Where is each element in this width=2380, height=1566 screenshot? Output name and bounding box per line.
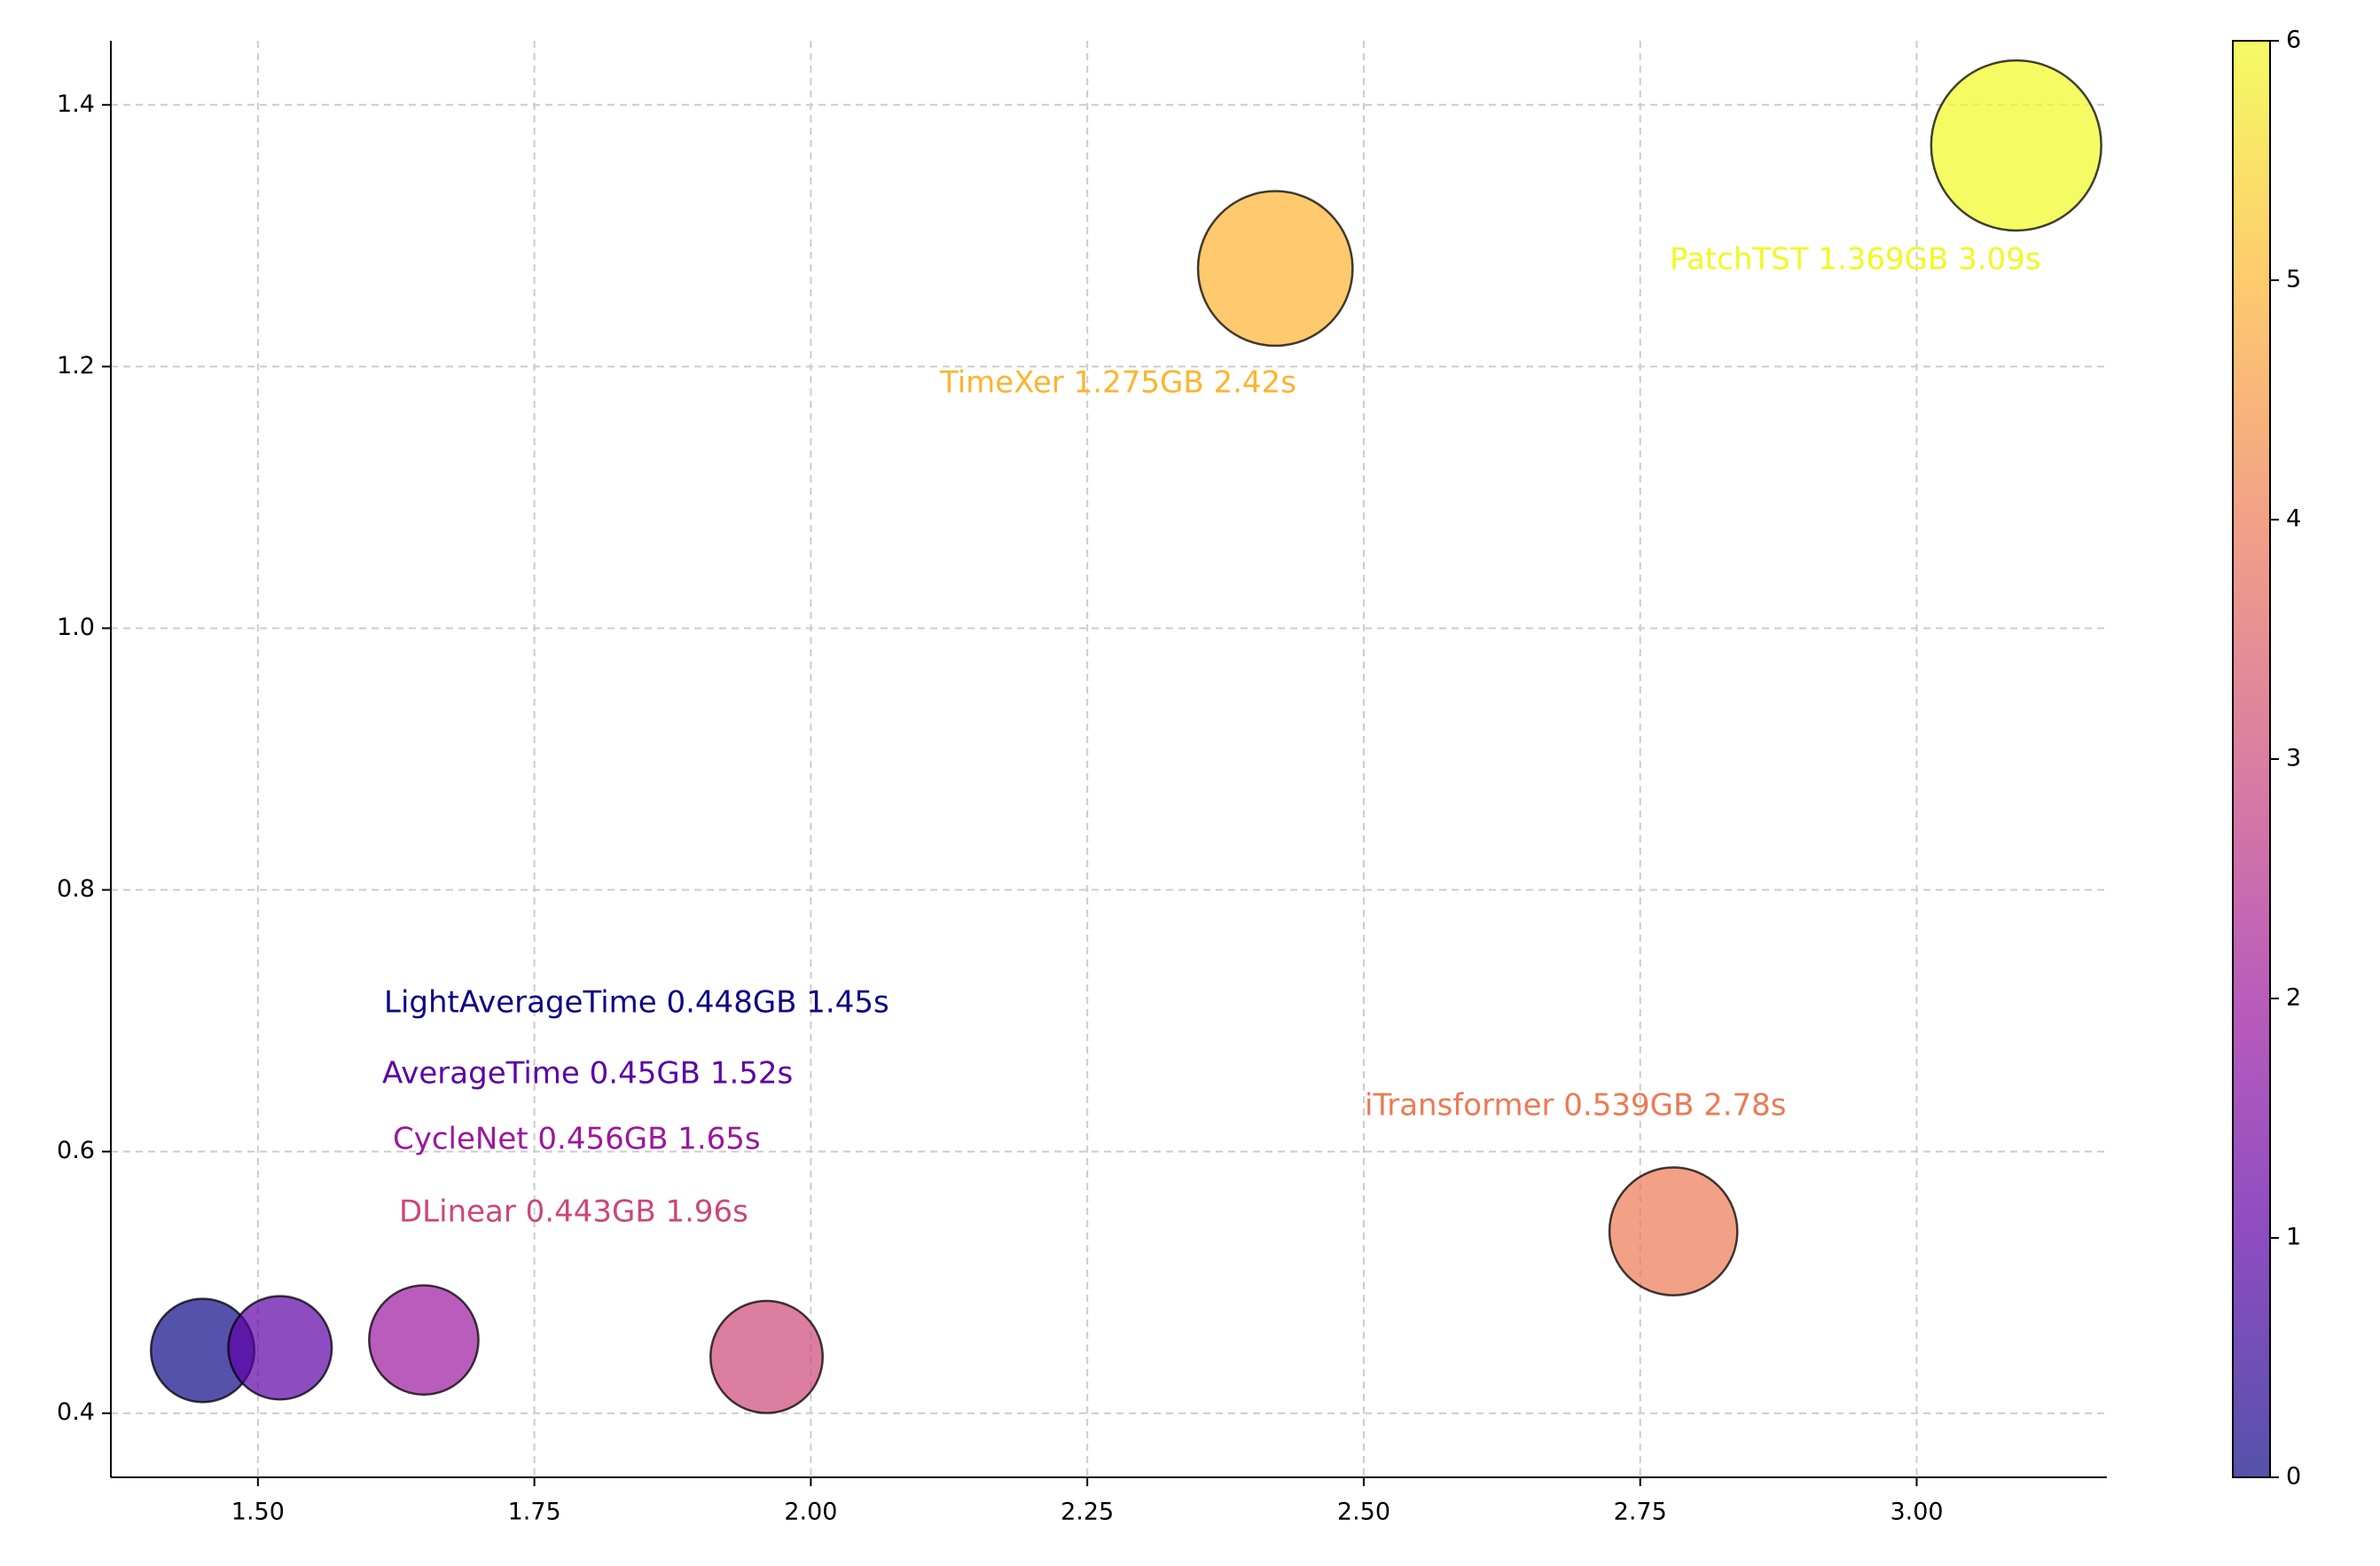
- y-tick-label: 1.2: [57, 352, 95, 380]
- y-tick-label: 0.6: [57, 1137, 95, 1164]
- y-tick-label: 0.4: [57, 1398, 95, 1426]
- colorbar-tick-label: 6: [2286, 27, 2301, 54]
- x-tick-label: 1.75: [508, 1499, 561, 1526]
- colorbar-tick-label: 3: [2286, 745, 2301, 772]
- bubble: [368, 1284, 480, 1396]
- bubble: [709, 1299, 825, 1414]
- annotation: iTransformer 0.539GB 2.78s: [1365, 1088, 1787, 1124]
- annotation: TimeXer 1.275GB 2.42s: [939, 365, 1296, 401]
- colorbar-tick-label: 0: [2286, 1463, 2301, 1491]
- annotation: PatchTST 1.369GB 3.09s: [1670, 242, 2041, 278]
- y-tick-label: 0.8: [57, 875, 95, 903]
- colorbar-tick-label: 4: [2286, 505, 2301, 533]
- x-tick-label: 2.00: [784, 1499, 837, 1526]
- colorbar: [2232, 40, 2271, 1478]
- x-tick-label: 2.75: [1614, 1499, 1667, 1526]
- bubble: [227, 1295, 333, 1401]
- y-tick-label: 1.0: [57, 614, 95, 641]
- annotation: AverageTime 0.45GB 1.52s: [382, 1056, 793, 1092]
- x-tick-label: 3.00: [1890, 1499, 1943, 1526]
- colorbar-tick-label: 5: [2286, 266, 2301, 294]
- colorbar-tick-label: 1: [2286, 1224, 2301, 1251]
- annotation: DLinear 0.443GB 1.96s: [399, 1194, 748, 1230]
- bubble: [1930, 59, 2102, 232]
- x-tick-label: 2.50: [1337, 1499, 1390, 1526]
- annotation: LightAverageTime 0.448GB 1.45s: [384, 985, 889, 1021]
- x-tick-label: 2.25: [1061, 1499, 1114, 1526]
- x-tick-label: 1.50: [231, 1499, 285, 1526]
- bubble: [1608, 1166, 1739, 1296]
- y-tick-label: 1.4: [57, 90, 95, 118]
- bubble: [1196, 190, 1354, 348]
- colorbar-tick-label: 2: [2286, 984, 2301, 1012]
- annotation: CycleNet 0.456GB 1.65s: [393, 1122, 761, 1157]
